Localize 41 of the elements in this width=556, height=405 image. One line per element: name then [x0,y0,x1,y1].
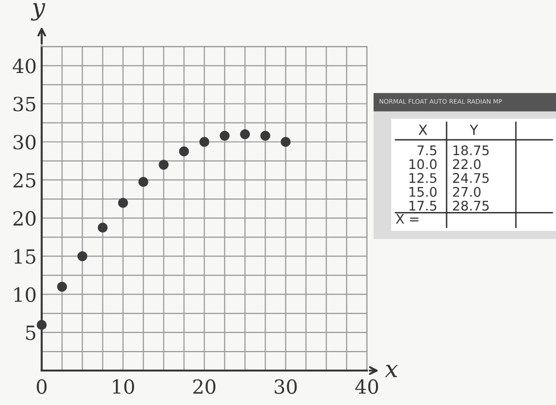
text: 18.75 [454,145,489,156]
y-tick-label: 5 [26,326,36,340]
point [57,282,68,292]
text: 17.5 [410,200,436,211]
point [260,130,270,141]
x-tick-label: 0 [36,379,47,394]
point [179,146,189,156]
text: 7.5 [418,145,436,156]
text: 22.0 [453,159,481,170]
text: 10.0 [410,159,437,170]
x-axis-title: x [384,364,398,378]
text: X = [396,214,418,224]
x-tick-label: 30 [274,379,297,394]
y-tick-label: 35 [14,96,36,112]
y-tick-label: 25 [13,172,36,188]
point [77,251,88,262]
point [158,160,169,170]
x-tick-label: 40 [355,379,378,394]
text: 15.0 [410,186,437,197]
y-axis-title: y [30,3,46,21]
point [98,222,108,233]
y-tick-label: 10 [14,287,36,302]
text: 12.5 [410,173,436,183]
text: 28.75 [453,200,489,211]
x-tick-label: 20 [193,379,216,394]
text: 27.0 [453,186,481,197]
point [220,130,230,141]
y-tick-label: 30 [14,134,36,150]
point [199,136,210,147]
x-tick-label: 10 [113,379,134,394]
text: Y [470,124,478,135]
y-tick-label: 20 [13,211,36,226]
text: X [418,124,428,135]
y-tick-label: 15 [14,249,36,264]
point [280,136,291,147]
point [36,320,47,330]
text: 24.75 [453,173,489,183]
point [138,176,148,187]
point [118,198,128,208]
y-tick-label: 40 [12,58,36,74]
point [240,129,250,140]
